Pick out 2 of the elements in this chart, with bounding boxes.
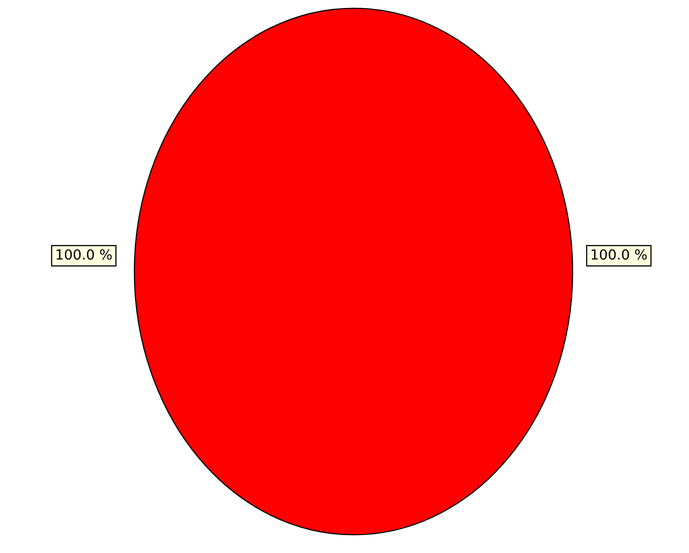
data-label: 100.0 % — [56, 249, 112, 260]
text: 100.0 % — [592, 249, 647, 260]
